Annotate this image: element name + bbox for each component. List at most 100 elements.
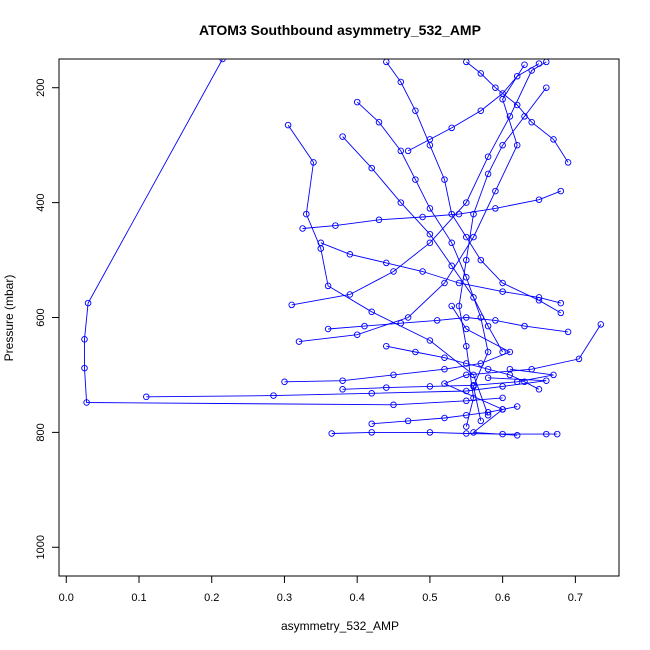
- data-point: [288, 301, 295, 309]
- data-point: [375, 216, 383, 224]
- data-point: [368, 429, 375, 436]
- data-point: [375, 118, 383, 126]
- data-point: [383, 384, 390, 391]
- series-16: [339, 133, 506, 356]
- series-19: [324, 314, 572, 336]
- data-point: [353, 98, 361, 106]
- series-6: [295, 61, 528, 345]
- data-point: [513, 141, 521, 149]
- series-7: [281, 302, 514, 386]
- data-point: [284, 121, 292, 129]
- data-point: [470, 429, 477, 436]
- series-line: [356, 101, 489, 421]
- data-point: [455, 279, 463, 287]
- data-point: [513, 378, 521, 386]
- data-point: [397, 199, 405, 206]
- data-point: [492, 205, 499, 212]
- series-line: [458, 87, 547, 427]
- y-tick-label: 400: [35, 193, 47, 211]
- data-point: [463, 256, 470, 264]
- data-point: [463, 371, 470, 379]
- series-line: [342, 136, 503, 353]
- y-axis: 200 400 600 800 1000: [35, 79, 60, 560]
- series-17: [455, 84, 550, 430]
- series-line: [443, 324, 602, 436]
- x-tick-label: 0.5: [422, 592, 437, 604]
- data-point: [477, 417, 485, 425]
- data-point: [317, 239, 325, 247]
- data-point: [521, 61, 528, 68]
- data-point: [575, 355, 583, 363]
- data-point: [441, 176, 448, 183]
- data-point: [477, 256, 485, 264]
- data-point: [535, 60, 543, 67]
- data-point: [404, 314, 412, 321]
- x-tick-label: 0.0: [59, 592, 74, 604]
- data-point: [463, 430, 470, 437]
- data-point: [499, 430, 506, 438]
- x-tick-label: 0.4: [350, 592, 365, 604]
- data-point: [368, 420, 375, 428]
- data-point: [513, 72, 521, 80]
- data-point: [499, 383, 506, 390]
- data-point: [419, 213, 426, 221]
- data-point: [397, 147, 405, 155]
- data-point: [295, 338, 303, 345]
- series-14: [368, 403, 521, 428]
- data-point: [390, 401, 397, 409]
- data-point: [470, 233, 477, 241]
- data-point: [412, 348, 419, 356]
- series-line: [146, 377, 547, 398]
- data-point: [463, 314, 470, 321]
- data-point: [390, 268, 397, 275]
- x-tick-label: 0.3: [277, 592, 292, 604]
- series-line: [407, 63, 540, 152]
- data-point: [339, 377, 346, 384]
- data-point: [84, 299, 92, 307]
- data-point: [492, 317, 499, 324]
- data-point: [550, 371, 557, 379]
- y-tick-label: 200: [35, 79, 47, 97]
- data-point: [270, 392, 277, 399]
- x-axis: 0.0 0.1 0.2 0.3 0.4 0.5 0.6 0.7: [59, 575, 583, 604]
- data-point: [521, 113, 528, 120]
- y-tick-label: 600: [35, 308, 47, 326]
- data-point: [484, 153, 492, 160]
- data-point: [361, 322, 368, 330]
- x-tick-label: 0.6: [495, 592, 510, 604]
- y-tick-label: 1000: [35, 535, 47, 559]
- data-point: [328, 430, 335, 437]
- data-point: [470, 294, 477, 301]
- series-3: [328, 429, 561, 438]
- series-line: [284, 305, 511, 383]
- data-point: [499, 90, 506, 97]
- data-point: [492, 187, 499, 195]
- plot-frame: [58, 58, 620, 577]
- series-line: [298, 64, 525, 343]
- data-point: [492, 84, 499, 91]
- data-point: [324, 282, 332, 290]
- series-line: [371, 406, 518, 425]
- data-point: [339, 133, 346, 140]
- data-point: [543, 84, 550, 91]
- data-point: [397, 78, 405, 86]
- data-point: [448, 262, 455, 270]
- series-4: [284, 121, 492, 419]
- data-point: [499, 394, 506, 402]
- data-point: [404, 417, 412, 425]
- data-point: [368, 164, 375, 172]
- data-point: [332, 222, 339, 229]
- series-line: [320, 242, 561, 304]
- data-point: [470, 210, 477, 218]
- series-line: [331, 431, 558, 435]
- x-axis-label: asymmetry_532_AMP: [281, 619, 399, 633]
- data-point: [281, 378, 288, 386]
- series-line: [287, 124, 489, 416]
- data-point: [310, 159, 317, 166]
- data-point: [426, 205, 434, 212]
- data-point: [499, 141, 506, 149]
- data-point: [506, 113, 514, 120]
- data-point: [448, 302, 455, 310]
- x-tick-label: 0.7: [568, 592, 583, 604]
